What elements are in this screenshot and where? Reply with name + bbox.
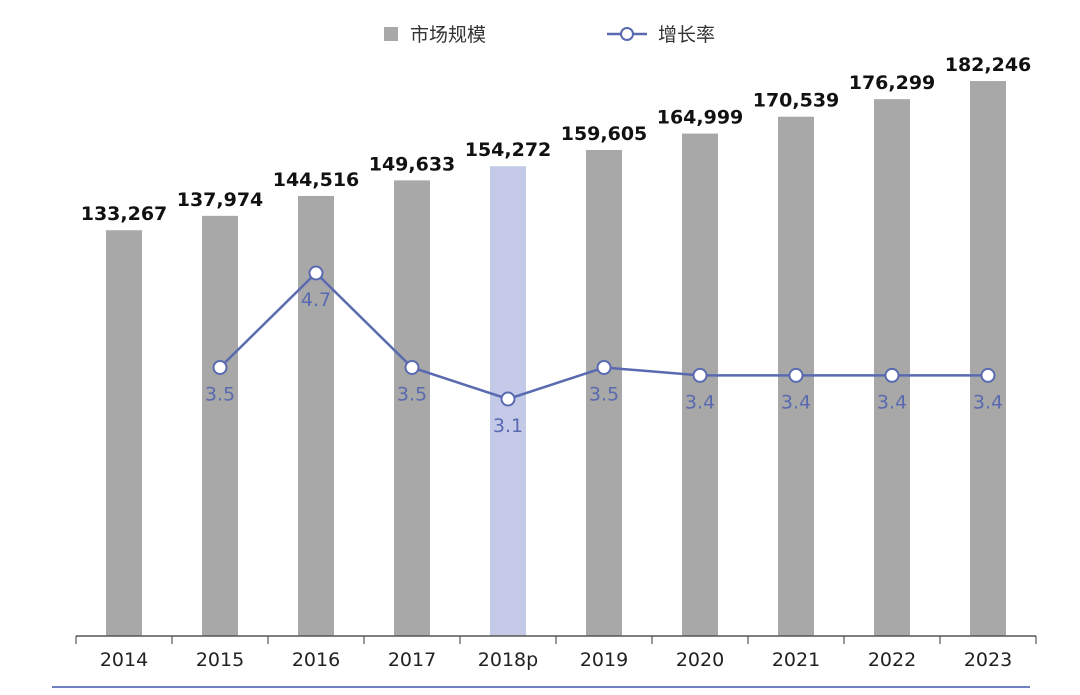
growth-line-series bbox=[212, 265, 996, 407]
bar-label-2020: 164,999 bbox=[657, 107, 744, 129]
bar-label-2019: 159,605 bbox=[561, 123, 648, 145]
x-tick-label-2020: 2020 bbox=[676, 649, 724, 671]
legend-label-line: 增长率 bbox=[658, 24, 715, 46]
bar-2022 bbox=[874, 99, 910, 636]
growth-label-2019: 3.5 bbox=[589, 384, 619, 406]
growth-point-2022 bbox=[884, 367, 900, 383]
bar-label-2023: 182,246 bbox=[945, 54, 1032, 76]
bar-label-2016: 144,516 bbox=[273, 169, 360, 191]
growth-label-2020: 3.4 bbox=[685, 391, 715, 413]
growth-label-2016: 4.7 bbox=[301, 289, 331, 311]
growth-point-2016 bbox=[308, 265, 324, 281]
legend-swatch-bar bbox=[384, 27, 398, 41]
growth-label-2021: 3.4 bbox=[781, 391, 811, 413]
growth-label-2018p: 3.1 bbox=[493, 415, 523, 437]
x-tick-label-2016: 2016 bbox=[292, 649, 340, 671]
x-tick-label-2014: 2014 bbox=[100, 649, 148, 671]
bar-2019 bbox=[586, 149, 622, 636]
growth-label-2017: 3.5 bbox=[397, 384, 427, 406]
bar-label-2017: 149,633 bbox=[369, 153, 456, 175]
bar-2016 bbox=[298, 195, 334, 636]
growth-label-2023: 3.4 bbox=[973, 391, 1003, 413]
growth-point-2021 bbox=[788, 367, 804, 383]
legend-swatch-marker bbox=[620, 27, 634, 41]
bar-2015 bbox=[202, 215, 238, 637]
growth-point-2015 bbox=[212, 360, 228, 375]
legend: 市场规模 增长率 bbox=[384, 24, 715, 46]
growth-label-2015: 3.5 bbox=[205, 384, 235, 406]
growth-value-labels: 3.5 4.7 3.5 3.1 3.5 3.4 3.4 3.4 3.4 bbox=[205, 289, 1003, 437]
bar-value-labels: 133,267 137,974 144,516 149,633 154,272 159,6… bbox=[81, 54, 1032, 225]
growth-point-2017 bbox=[404, 360, 420, 375]
x-tick-label-2022: 2022 bbox=[868, 649, 916, 671]
x-tick-label-2018p: 2018p bbox=[478, 649, 538, 671]
x-tick-label-2017: 2017 bbox=[388, 649, 436, 671]
x-tick-label-2019: 2019 bbox=[580, 649, 628, 671]
bar-label-2014: 133,267 bbox=[81, 203, 168, 225]
growth-point-2023 bbox=[980, 367, 996, 383]
x-tick-label-2015: 2015 bbox=[196, 649, 244, 671]
growth-label-2022: 3.4 bbox=[877, 391, 907, 413]
bar-2020 bbox=[682, 133, 718, 636]
bar-2017 bbox=[394, 180, 430, 636]
bar-series bbox=[106, 81, 1006, 637]
x-axis: 2014 2015 2016 2017 2018p 2019 2020 2021 2022 202… bbox=[75, 635, 1037, 671]
growth-point-2019 bbox=[596, 360, 612, 375]
growth-point-2020 bbox=[692, 367, 708, 383]
legend-label-bar: 市场规模 bbox=[410, 24, 486, 46]
bar-label-2022: 176,299 bbox=[849, 72, 936, 94]
bar-label-2021: 170,539 bbox=[753, 90, 840, 112]
bar-2014 bbox=[106, 230, 142, 636]
x-tick-label-2021: 2021 bbox=[772, 649, 820, 671]
growth-point-2018p bbox=[500, 391, 516, 407]
bar-label-2015: 137,974 bbox=[177, 189, 264, 211]
bar-label-2018p: 154,272 bbox=[465, 139, 552, 161]
x-tick-label-2023: 2023 bbox=[964, 649, 1012, 671]
bar-2023 bbox=[970, 81, 1006, 636]
